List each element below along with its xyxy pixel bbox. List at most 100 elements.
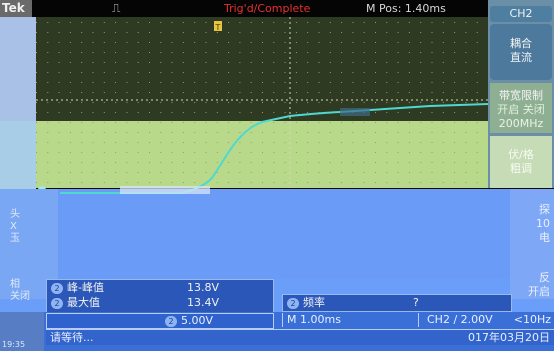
left-menu-item-1-a[interactable]: 头 [10, 209, 20, 220]
graticule-dot [182, 122, 184, 123]
graticule-dot [375, 162, 376, 163]
graticule-dot [92, 142, 94, 143]
graticule-dot [295, 52, 297, 53]
measurement-panel: 2 峰-峰值 13.8V 2 最大值 13.4V [46, 279, 274, 313]
graticule-dot [307, 92, 309, 93]
graticule-dot [420, 172, 422, 173]
graticule-dot [341, 162, 343, 163]
graticule-dot [115, 162, 117, 163]
graticule-dot [262, 152, 263, 153]
graticule-dot [341, 42, 343, 43]
volts-per-div-menu-button[interactable]: 伏/格 粗调 [490, 136, 552, 188]
graticule-dot [284, 62, 286, 63]
graticule-dot [205, 102, 207, 103]
graticule-dot [216, 142, 218, 143]
graticule-dot [273, 42, 275, 43]
probe-label[interactable]: 探 [539, 203, 550, 216]
graticule-dot [171, 132, 173, 133]
left-menu-item-2-a[interactable]: 相 [10, 279, 20, 290]
graticule-dot [216, 72, 218, 73]
graticule-dot [397, 92, 399, 93]
graticule-dot [115, 182, 117, 183]
graticule-dot [341, 122, 343, 123]
graticule-dot [352, 182, 354, 183]
graticule-dot [442, 142, 444, 143]
graticule-dot [341, 72, 343, 73]
graticule-dot [375, 52, 376, 53]
graticule-dot [284, 22, 286, 23]
bandwidth-label: 带宽限制 [499, 89, 543, 102]
graticule-dot [318, 42, 320, 43]
graticule-dot [273, 102, 275, 103]
graticule-dot [160, 62, 162, 63]
graticule-dot [352, 152, 354, 153]
graticule-dot [58, 82, 60, 83]
graticule-dot [69, 52, 71, 53]
frequency-measurement-panel: 2 频率? [282, 294, 512, 312]
graticule-dot [216, 42, 218, 43]
graticule-dot [397, 112, 399, 113]
graticule-dot [262, 72, 263, 73]
graticule-dot [465, 82, 467, 83]
graticule-dot [228, 52, 230, 53]
graticule-dot [273, 182, 275, 183]
graticule-dot [363, 62, 365, 63]
graticule-dot [47, 92, 49, 93]
graticule-dot [273, 52, 275, 53]
graticule-dot [352, 52, 354, 53]
trigger-frequency: <10Hz [513, 313, 551, 326]
graticule-dot [386, 52, 388, 53]
graticule-dot [58, 132, 60, 133]
graticule-dot [352, 32, 354, 33]
graticule-dot [386, 22, 388, 23]
graticule-dot [149, 182, 150, 183]
graticule-dot [47, 112, 49, 113]
graticule-dot [284, 172, 286, 173]
graticule-dot [36, 52, 37, 53]
graticule-dot [476, 142, 478, 143]
graticule-dot [284, 182, 286, 183]
graticule-dot [352, 42, 354, 43]
graticule-dot [397, 42, 399, 43]
graticule-dot [149, 32, 150, 33]
graticule-dot [318, 182, 320, 183]
graticule-dot [307, 42, 309, 43]
graticule-dot [363, 52, 365, 53]
graticule-dot [386, 72, 388, 73]
graticule-dot [341, 142, 343, 143]
measurement-row: 2 频率? [283, 295, 511, 311]
graticule-dot [137, 102, 139, 103]
graticule-dot [476, 122, 478, 123]
graticule-dot [408, 142, 410, 143]
graticule-dot [476, 82, 478, 83]
graticule-dot [262, 142, 263, 143]
graticule-dot [352, 172, 354, 173]
bandwidth-limit-menu-button[interactable]: 带宽限制 开启 关闭 200MHz [490, 83, 552, 133]
graticule-dot [171, 52, 173, 53]
graticule-dot [284, 122, 286, 123]
graticule-dot [375, 82, 376, 83]
graticule-dot [397, 62, 399, 63]
graticule-dot [363, 32, 365, 33]
graticule-dot [47, 172, 49, 173]
graticule-dot [69, 142, 71, 143]
graticule-dot [431, 172, 433, 173]
graticule-dot [465, 42, 467, 43]
graticule-dot [160, 72, 162, 73]
graticule-dot [239, 32, 241, 33]
graticule-dot [363, 122, 365, 123]
graticule-dot [284, 102, 286, 103]
graticule-dot [216, 122, 218, 123]
graticule-dot [307, 62, 309, 63]
graticule-dot [295, 102, 297, 103]
graticule-dot [160, 22, 162, 23]
coupling-menu-button[interactable]: 耦合 直流 [490, 24, 552, 80]
graticule-dot [386, 102, 388, 103]
graticule-dot [194, 82, 196, 83]
graticule-dot [397, 162, 399, 163]
graticule-dot [160, 52, 162, 53]
graticule-dot [454, 52, 456, 53]
graticule-dot [194, 182, 196, 183]
graticule-dot [476, 92, 478, 93]
invert-label[interactable]: 反 [539, 271, 550, 284]
